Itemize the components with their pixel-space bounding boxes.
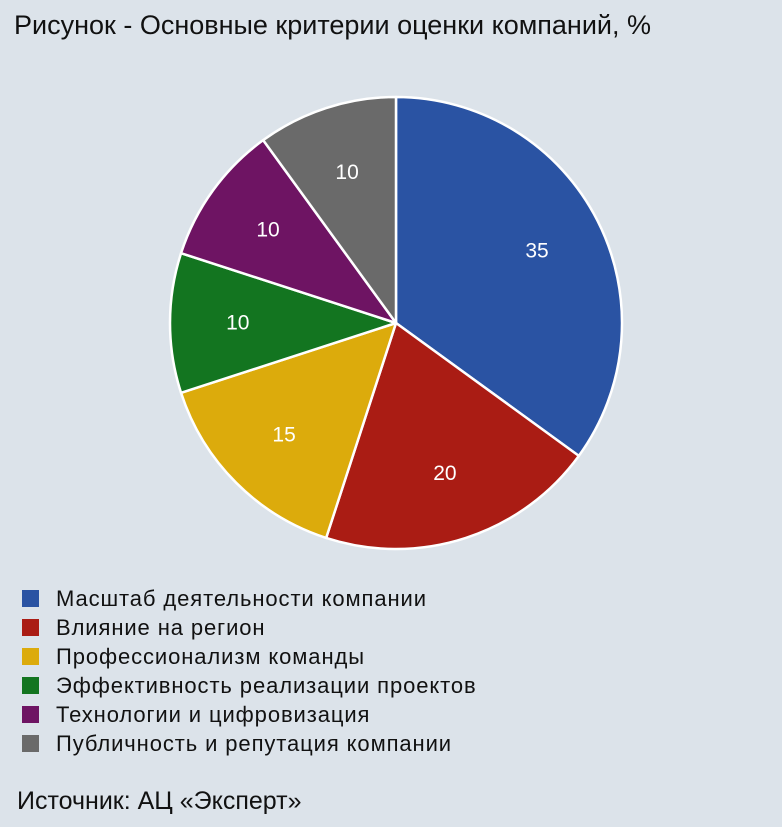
legend-label: Эффективность реализации проектов — [56, 672, 477, 698]
slice-value-label: 10 — [256, 219, 279, 242]
slice-value-label: 20 — [433, 462, 456, 485]
legend-item: Профессионализм команды — [22, 642, 477, 671]
legend-swatch — [22, 619, 39, 636]
legend-swatch — [22, 735, 39, 752]
source-note: Источник: АЦ «Эксперт» — [17, 787, 302, 815]
slice-value-label: 15 — [272, 423, 295, 446]
legend-label: Публичность и репутация компании — [56, 730, 452, 756]
legend-label: Влияние на регион — [56, 614, 266, 640]
legend-label: Масштаб деятельности компании — [56, 585, 427, 611]
pie-slice — [179, 138, 398, 325]
slice-value-label: 10 — [335, 161, 358, 184]
pie-value-labels: 35 20 15 10 10 10 — [226, 161, 549, 485]
legend-label: Технологии и цифровизация — [56, 701, 371, 727]
pie-slice — [261, 95, 398, 325]
legend-item: Технологии и цифровизация — [22, 700, 477, 729]
legend-label: Профессионализм команды — [56, 643, 365, 669]
slice-value-label: 10 — [226, 312, 249, 335]
legend-item: Масштаб деятельности компании — [22, 584, 477, 613]
pie-slice — [179, 321, 398, 540]
slice-value-label: 35 — [525, 240, 548, 263]
legend: Масштаб деятельности компании Влияние на … — [22, 584, 477, 758]
chart-title: Рисунок - Основные критерии оценки компа… — [14, 10, 652, 40]
legend-item: Публичность и репутация компании — [22, 729, 477, 758]
legend-swatch — [22, 648, 39, 665]
legend-swatch — [22, 590, 39, 607]
pie-slices — [168, 95, 624, 551]
pie-chart: 35 20 15 10 10 10 — [168, 95, 624, 551]
legend-item: Эффективность реализации проектов — [22, 671, 477, 700]
pie-slice — [324, 321, 581, 551]
legend-item: Влияние на регион — [22, 613, 477, 642]
legend-swatch — [22, 677, 39, 694]
pie-slice — [394, 95, 624, 458]
pie-slice — [168, 251, 398, 395]
legend-swatch — [22, 706, 39, 723]
